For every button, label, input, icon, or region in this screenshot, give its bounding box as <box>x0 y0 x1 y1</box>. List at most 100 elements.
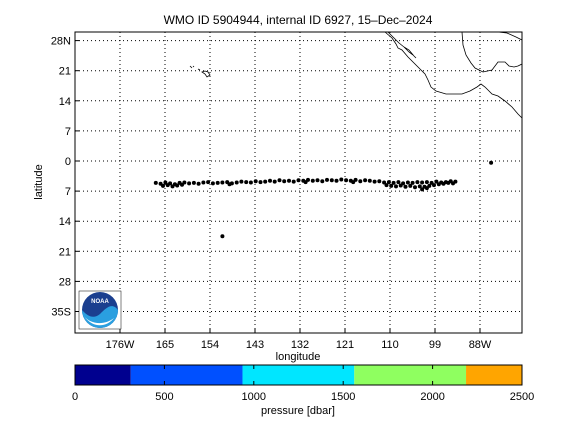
colorbar-label: pressure [dbar] <box>261 405 335 417</box>
profile-point <box>191 180 196 185</box>
profile-point <box>384 183 389 188</box>
profile-point <box>325 177 329 182</box>
map-border <box>74 31 523 334</box>
lon-tick-label: 121 <box>336 339 354 351</box>
profile-point <box>410 180 415 185</box>
lon-tick-label: 176W <box>106 339 135 351</box>
profile-point <box>175 183 180 188</box>
profile-point <box>170 184 175 189</box>
profile-point <box>396 180 401 185</box>
profile-point <box>310 178 315 183</box>
profile-point <box>424 186 429 191</box>
profile-point <box>432 183 436 188</box>
profile-point <box>339 177 344 182</box>
lon-tick-label: 99 <box>429 339 441 351</box>
profile-point <box>180 182 184 187</box>
lat-tick-label: 14 <box>59 216 71 228</box>
lat-tick-label: 14 <box>59 96 71 108</box>
profile-point <box>446 180 451 185</box>
profile-point <box>320 179 325 184</box>
profile-point <box>436 182 441 187</box>
lon-tick-label: 165 <box>156 339 174 351</box>
lat-tick-label: 28N <box>51 36 71 48</box>
profile-point <box>377 179 382 184</box>
latitude-ticks: 28N 21 14 7 0 7 14 21 28 35S <box>51 36 79 319</box>
profile-point <box>187 181 192 186</box>
lat-tick-label: 0 <box>65 156 71 168</box>
profile-point <box>287 178 291 183</box>
colorbar-segment <box>75 365 131 385</box>
profile-point <box>367 178 372 183</box>
profile-point <box>244 180 249 185</box>
lon-tick-label: 132 <box>291 339 309 351</box>
profile-point <box>420 180 425 185</box>
profile-point <box>334 178 339 183</box>
profile-point <box>291 179 296 184</box>
colorbar-tick-label: 500 <box>155 391 173 403</box>
baja-california-coastline <box>387 31 417 59</box>
lat-tick-label: 35S <box>51 307 71 319</box>
profile-point <box>344 178 349 183</box>
profile-point <box>389 183 394 188</box>
profile-point <box>358 179 363 184</box>
colorbar-segment <box>130 365 243 385</box>
longitude-ticks: 176W 165 154 143 132 121 110 99 88W <box>106 329 492 351</box>
gulf-coastline <box>461 31 523 73</box>
profile-point <box>282 179 287 184</box>
figure-title: WMO ID 5904944, internal ID 6927, 15–Dec… <box>164 13 433 27</box>
profile-point <box>315 178 320 183</box>
colorbar-segment <box>242 365 355 385</box>
profile-point <box>351 180 356 185</box>
profile-point <box>363 178 368 183</box>
profile-point <box>161 183 165 188</box>
profile-point <box>386 180 391 185</box>
lat-tick-label: 28 <box>59 276 71 288</box>
profile-point <box>372 179 377 184</box>
profile-point <box>253 179 258 184</box>
profile-point <box>163 180 168 185</box>
profile-point <box>196 181 201 186</box>
profile-point <box>441 181 446 186</box>
north-america-coastline <box>384 31 523 119</box>
lat-tick-label: 21 <box>59 66 71 78</box>
profile-point <box>424 180 429 185</box>
profile-point <box>206 180 211 185</box>
profile-point <box>227 182 232 187</box>
profile-point <box>405 180 410 185</box>
colorbar-border <box>74 364 523 386</box>
profile-point <box>434 179 439 184</box>
profile-point <box>153 180 158 185</box>
lat-tick-label: 7 <box>65 186 71 198</box>
profile-point <box>239 179 244 184</box>
profile-point <box>417 184 422 189</box>
colorbar-tick-label: 1500 <box>331 391 355 403</box>
profile-point <box>220 180 225 185</box>
profile-point <box>210 181 215 186</box>
colorbar-segment <box>466 365 522 385</box>
colorbar-segment <box>354 365 467 385</box>
pressure-colorbar: 0 500 1000 1500 2000 2500 <box>72 364 534 403</box>
lon-tick-label: 143 <box>246 339 264 351</box>
noaa-logo: NOAA <box>78 290 122 330</box>
profile-point <box>272 179 277 184</box>
profile-point <box>413 185 417 190</box>
coastlines <box>189 31 523 119</box>
colorbar-tick-label: 1000 <box>242 391 266 403</box>
profile-point <box>394 184 398 189</box>
profile-point <box>398 183 403 188</box>
profile-point <box>303 180 308 185</box>
profile-point <box>489 160 494 165</box>
profile-point <box>403 184 408 189</box>
profile-point <box>408 183 413 188</box>
profile-point <box>258 180 263 185</box>
x-axis-label: longitude <box>276 351 321 363</box>
profile-point <box>420 187 425 192</box>
profile-point <box>451 181 455 186</box>
profile-point <box>296 178 301 183</box>
colorbar-tick-label: 0 <box>72 391 78 403</box>
profile-point <box>220 234 225 239</box>
profile-point <box>234 180 239 185</box>
noaa-logo-text: NOAA <box>91 299 109 305</box>
profile-point <box>382 180 387 185</box>
